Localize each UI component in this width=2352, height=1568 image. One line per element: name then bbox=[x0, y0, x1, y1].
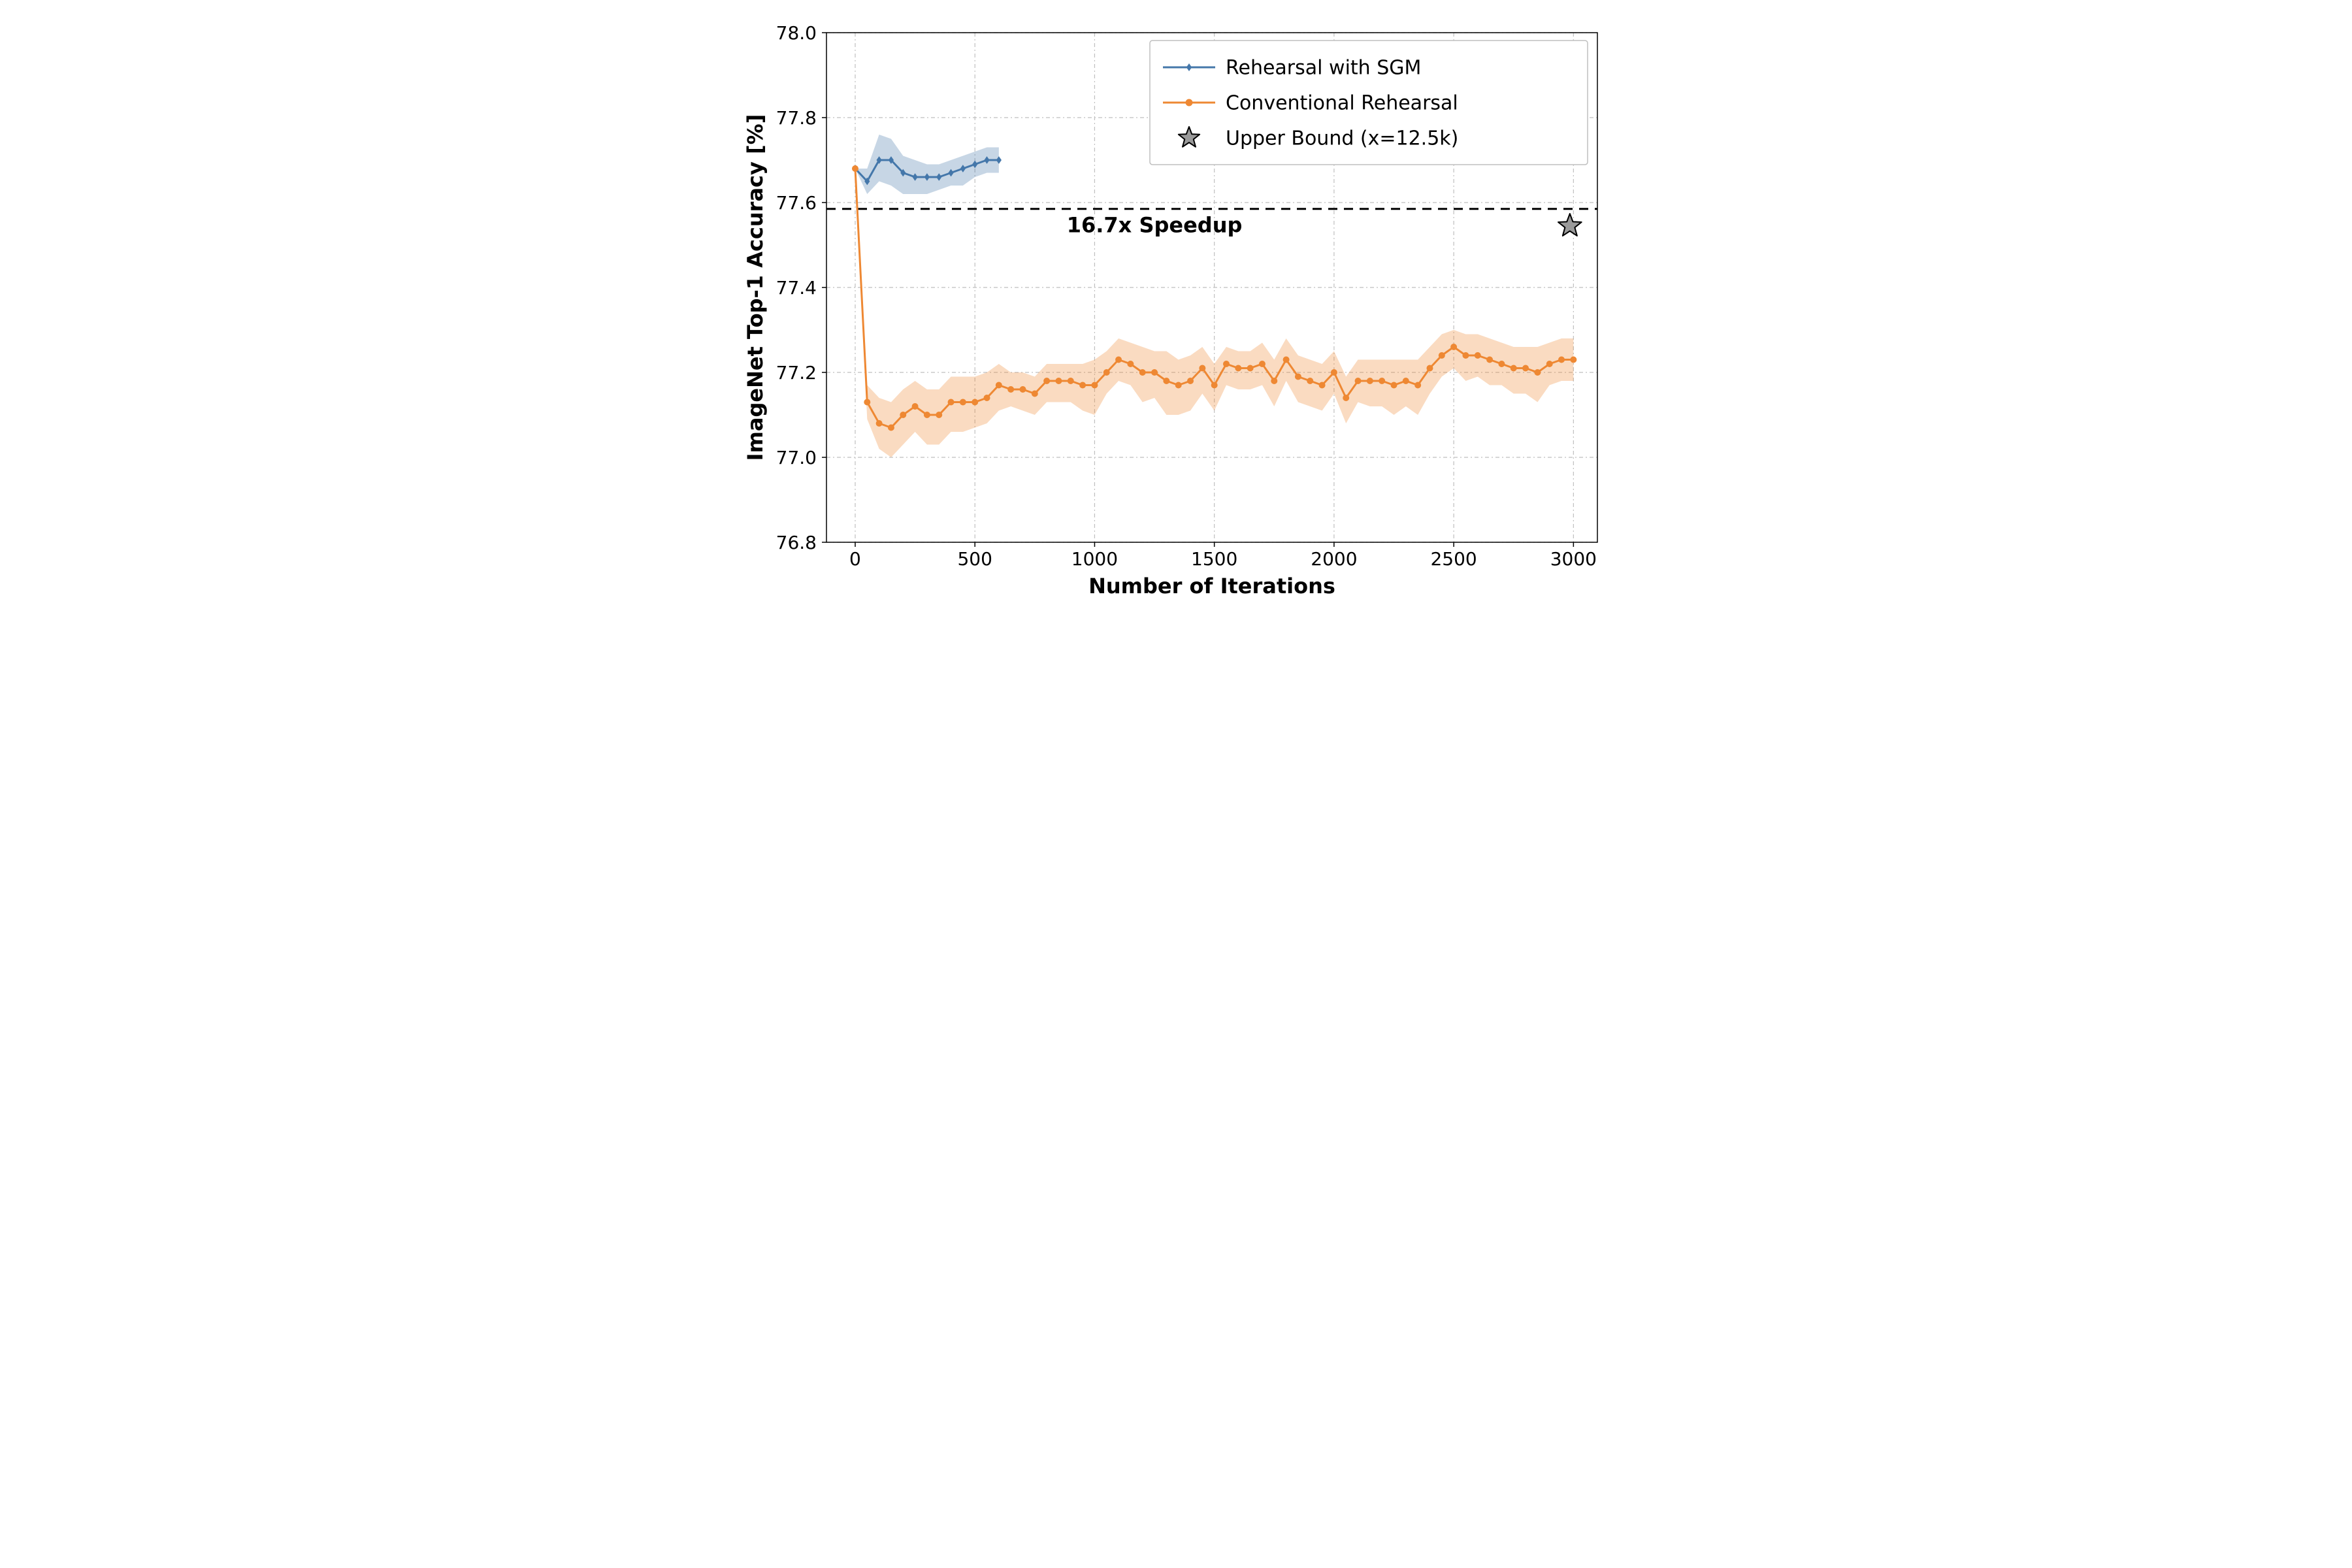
legend-entry-label: Rehearsal with SGM bbox=[1226, 57, 1421, 80]
y-tick-label: 77.2 bbox=[776, 362, 817, 384]
accuracy-vs-iterations-chart: 0 500 1000 1500 2000 2500 3000 76.8 77.0 77.2 77.4… bbox=[735, 13, 1617, 601]
y-tick-label: 77.0 bbox=[776, 447, 817, 468]
legend-entry-label: Conventional Rehearsal bbox=[1226, 92, 1458, 115]
y-tick-label: 78.0 bbox=[776, 22, 817, 44]
speedup-annotation: 16.7x Speedup bbox=[1067, 213, 1243, 238]
legend: Rehearsal with SGM Conventional Rehearsal… bbox=[1150, 41, 1588, 165]
y-axis-label: ImageNet Top-1 Accuracy [%] bbox=[743, 114, 768, 461]
x-tick-label: 2000 bbox=[1311, 548, 1357, 570]
x-tick-label: 0 bbox=[849, 548, 861, 570]
legend-entry-label: Upper Bound (x=12.5k) bbox=[1226, 127, 1458, 150]
x-tick-label: 2500 bbox=[1430, 548, 1477, 570]
x-tick-label: 1000 bbox=[1071, 548, 1118, 570]
x-tick-label: 500 bbox=[957, 548, 992, 570]
y-tick-label: 77.4 bbox=[776, 277, 817, 299]
y-tick-label: 77.8 bbox=[776, 107, 817, 129]
x-axis-label: Number of Iterations bbox=[1088, 574, 1335, 598]
y-tick-label: 77.6 bbox=[776, 192, 817, 214]
x-tick-label: 3000 bbox=[1550, 548, 1597, 570]
y-tick-label: 76.8 bbox=[776, 532, 817, 553]
x-tick-label: 1500 bbox=[1191, 548, 1237, 570]
